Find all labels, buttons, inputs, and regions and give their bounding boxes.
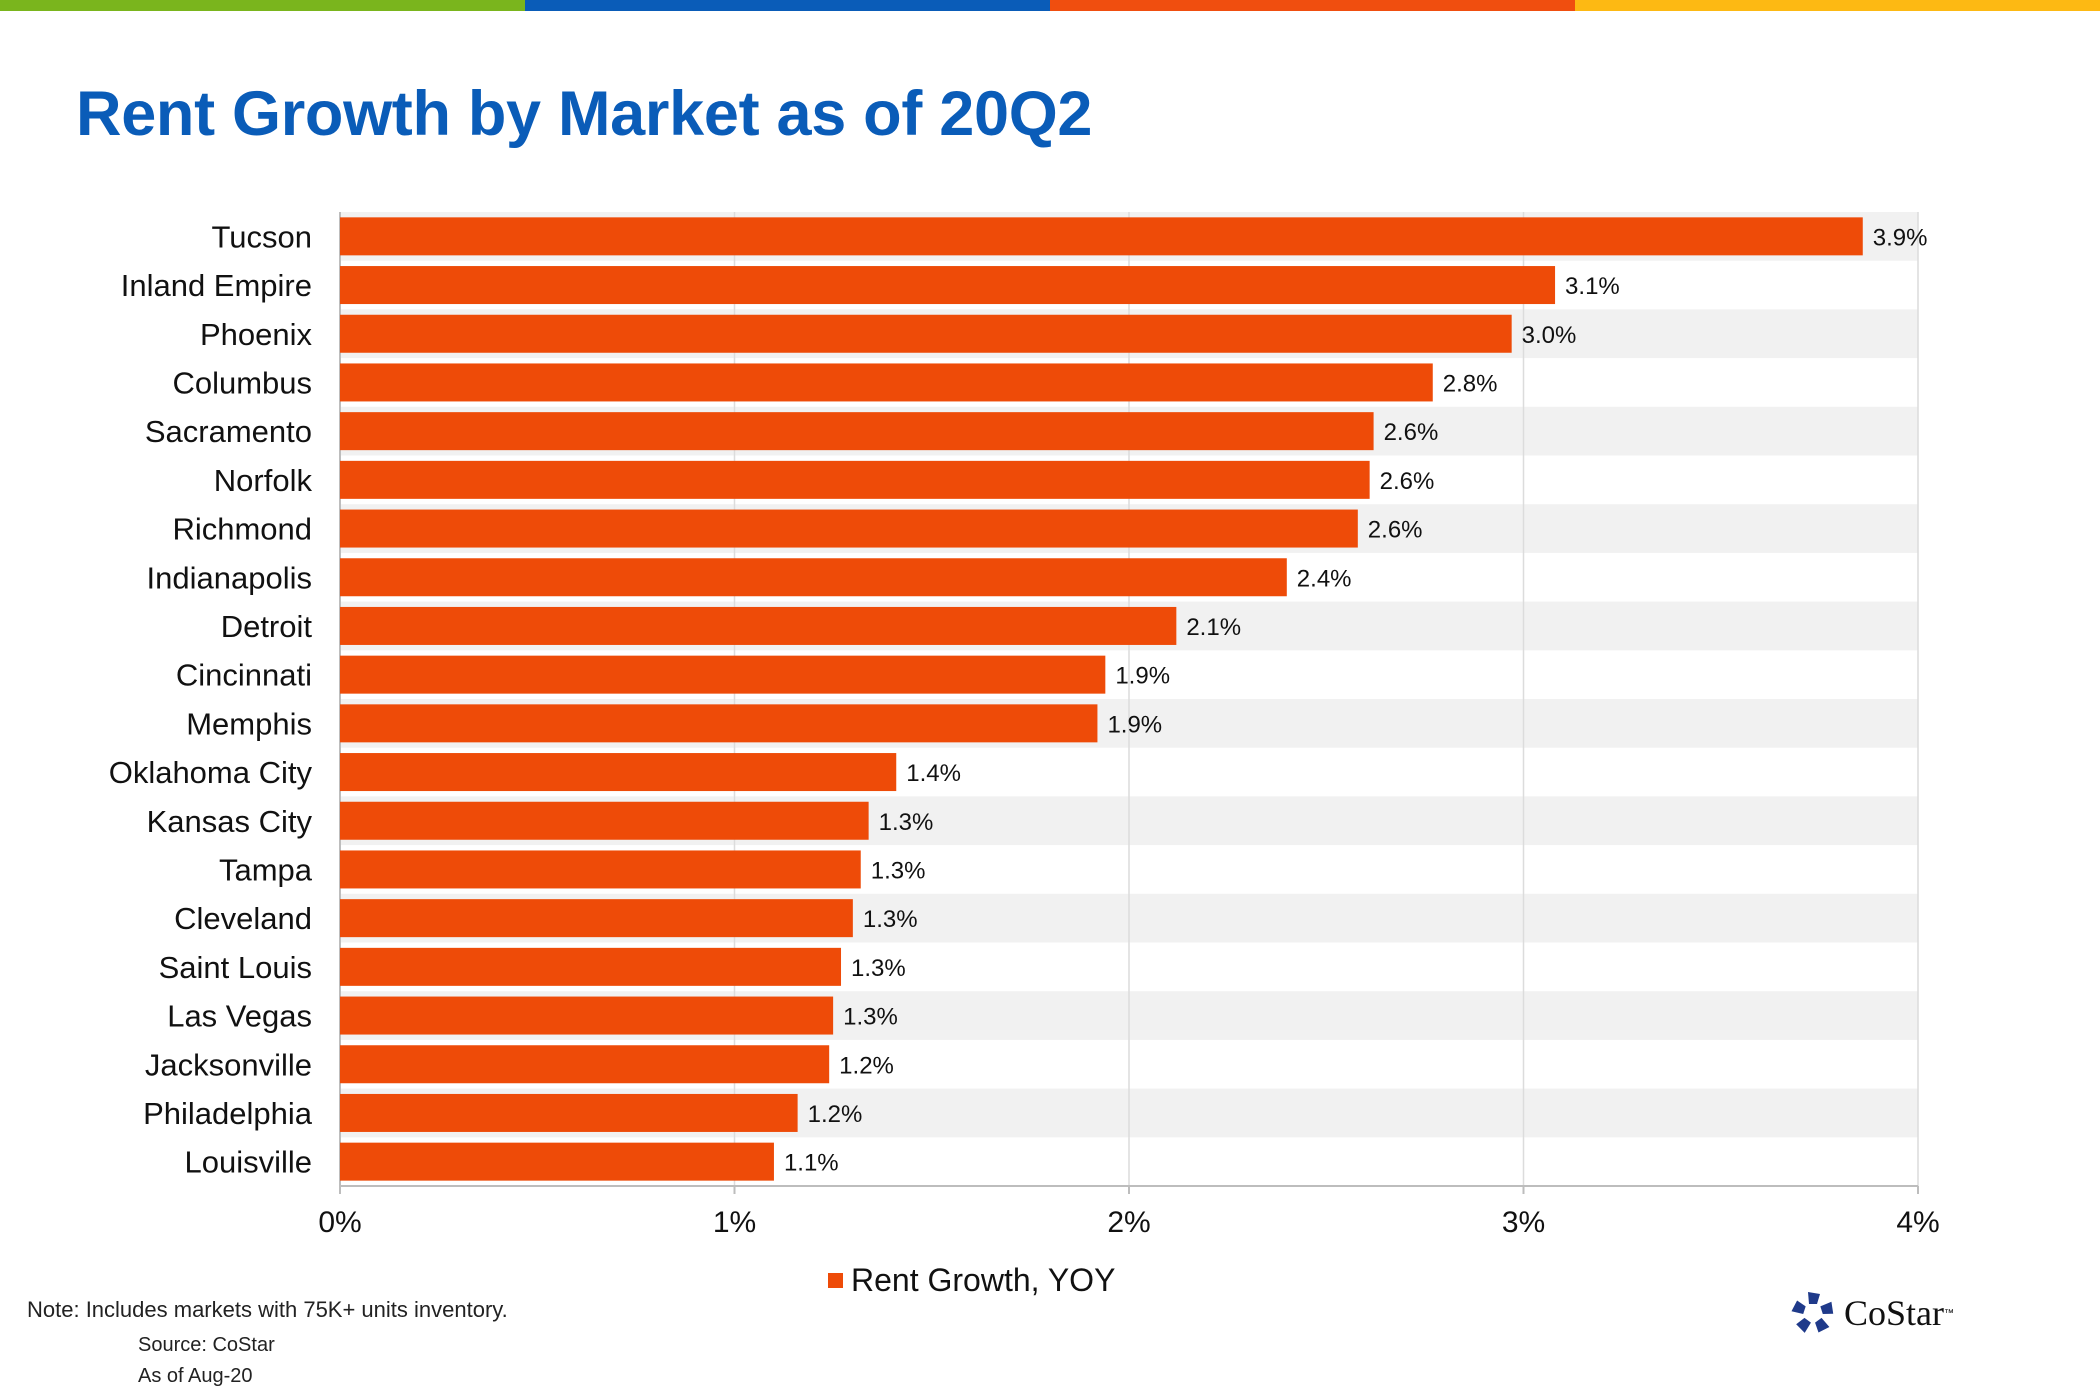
- top-stripe-green: [0, 0, 525, 11]
- bar-cincinnati: [340, 655, 1106, 694]
- legend: Rent Growth, YOY: [828, 1262, 1115, 1299]
- category-label: Las Vegas: [167, 999, 312, 1034]
- bar-jacksonville: [340, 1045, 830, 1084]
- data-label: 3.0%: [1522, 322, 1577, 349]
- category-label: Memphis: [186, 706, 312, 741]
- bar-norfolk: [340, 460, 1370, 499]
- data-label: 1.9%: [1107, 711, 1162, 738]
- category-label: Louisville: [184, 1145, 312, 1180]
- data-label: 2.6%: [1368, 517, 1423, 544]
- category-label: Cleveland: [174, 901, 312, 936]
- top-stripe-blue: [525, 0, 1050, 11]
- bar-inland-empire: [340, 266, 1556, 305]
- category-label: Columbus: [172, 365, 312, 400]
- bar-memphis: [340, 704, 1098, 743]
- data-label: 3.1%: [1565, 273, 1620, 300]
- category-label: Norfolk: [214, 463, 313, 498]
- category-label: Tampa: [219, 852, 313, 887]
- category-label: Oklahoma City: [109, 755, 313, 790]
- data-label: 1.2%: [808, 1101, 863, 1128]
- data-label: 2.8%: [1443, 370, 1498, 397]
- data-label: 1.4%: [906, 760, 961, 787]
- footnote: Note: Includes markets with 75K+ units i…: [27, 1297, 508, 1322]
- data-label: 1.3%: [879, 809, 934, 836]
- data-label: 1.2%: [839, 1052, 894, 1079]
- data-label: 1.3%: [863, 906, 918, 933]
- data-label: 1.9%: [1115, 663, 1170, 690]
- bar-sacramento: [340, 412, 1374, 451]
- as-of-text: As of Aug-20: [138, 1365, 253, 1387]
- logo-tm: ™: [1944, 1307, 1955, 1319]
- category-label: Jacksonville: [145, 1047, 312, 1082]
- category-label: Cincinnati: [176, 658, 312, 693]
- bar-saint-louis: [340, 947, 842, 986]
- category-label: Saint Louis: [159, 950, 312, 985]
- top-stripe-yellow: [1575, 0, 2100, 11]
- bar-indianapolis: [340, 558, 1287, 597]
- bar-cleveland: [340, 899, 853, 938]
- category-label: Richmond: [172, 512, 312, 547]
- bar-oklahoma-city: [340, 753, 897, 792]
- category-label: Kansas City: [147, 804, 313, 839]
- x-tick-label: 2%: [1107, 1206, 1150, 1239]
- data-label: 2.6%: [1380, 468, 1435, 495]
- bar-louisville: [340, 1142, 774, 1181]
- data-label: 1.3%: [851, 955, 906, 982]
- bar-las-vegas: [340, 996, 834, 1035]
- costar-logo: CoStar ™: [1790, 1290, 1954, 1336]
- category-label: Indianapolis: [147, 560, 312, 595]
- legend-label: Rent Growth, YOY: [851, 1262, 1116, 1298]
- data-label: 1.3%: [843, 1004, 898, 1031]
- page-title: Rent Growth by Market as of 20Q2: [76, 79, 1093, 149]
- bar-philadelphia: [340, 1093, 798, 1132]
- bar-tampa: [340, 850, 861, 889]
- data-label: 2.4%: [1297, 565, 1352, 592]
- x-tick-label: 1%: [713, 1206, 756, 1239]
- data-label: 3.9%: [1873, 224, 1928, 251]
- bar-richmond: [340, 509, 1358, 548]
- logo-wordmark: CoStar: [1844, 1293, 1945, 1333]
- bar-tucson: [340, 217, 1863, 256]
- x-tick-label: 4%: [1896, 1206, 1939, 1239]
- bar-columbus: [340, 363, 1433, 402]
- top-stripe-orange: [1050, 0, 1575, 11]
- costar-star-icon: [1791, 1292, 1834, 1333]
- bar-phoenix: [340, 314, 1512, 353]
- category-label: Sacramento: [145, 414, 312, 449]
- data-label: 1.3%: [871, 857, 926, 884]
- x-tick-label: 3%: [1502, 1206, 1545, 1239]
- data-label: 2.6%: [1384, 419, 1439, 446]
- category-label: Philadelphia: [143, 1096, 313, 1131]
- data-label: 1.1%: [784, 1150, 839, 1177]
- data-label: 2.1%: [1186, 614, 1241, 641]
- bar-chart: 0% 1% 2% 3% 4% Tucson 3.9% Inland Empire 3.1% Pho…: [109, 212, 1940, 1239]
- category-label: Inland Empire: [121, 268, 312, 303]
- category-label: Detroit: [221, 609, 313, 644]
- legend-swatch: [828, 1273, 843, 1288]
- category-label: Phoenix: [200, 317, 313, 352]
- x-tick-label: 0%: [318, 1206, 361, 1239]
- bar-kansas-city: [340, 801, 869, 840]
- source-text: Source: CoStar: [138, 1334, 275, 1356]
- category-label: Tucson: [211, 219, 312, 254]
- bar-detroit: [340, 606, 1177, 645]
